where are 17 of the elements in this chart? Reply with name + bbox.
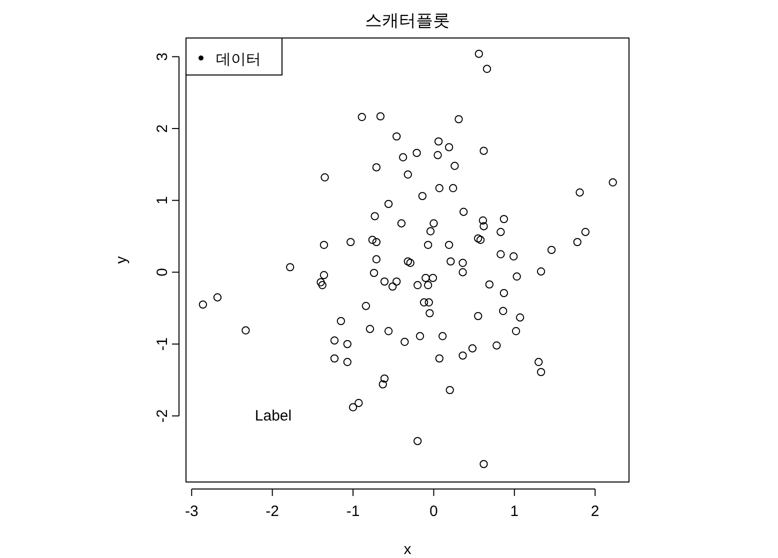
x-tick-label: -2 [266, 503, 280, 520]
x-tick-label: 1 [510, 503, 519, 520]
legend-label: 데이터 [216, 51, 261, 68]
x-tick-label: 0 [430, 503, 438, 520]
x-tick-label: -1 [346, 503, 360, 520]
annotation: Label [254, 408, 292, 425]
chart-title: 스캐터플롯 [365, 11, 450, 30]
y-tick-label: 1 [154, 196, 171, 205]
y-tick-label: 3 [154, 52, 171, 61]
y-tick-label: -1 [154, 337, 171, 351]
x-tick-label: -3 [184, 503, 198, 520]
y-tick-label: -2 [154, 409, 171, 423]
x-tick-label: 2 [590, 503, 600, 520]
y-tick-label: 0 [154, 268, 171, 276]
y-tick-label: 2 [154, 124, 171, 133]
y-axis-title: y [113, 256, 130, 264]
x-axis-title: x [404, 541, 412, 558]
